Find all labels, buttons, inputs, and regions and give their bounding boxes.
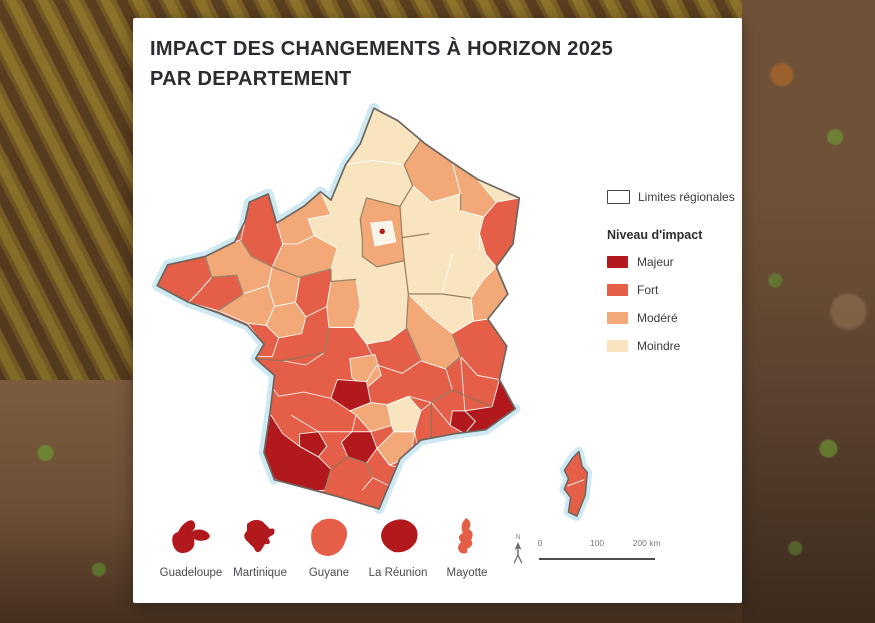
legend-label-modere: Modéré <box>637 311 678 325</box>
legend-item-fort: Fort <box>607 283 737 297</box>
map-zone-anjou <box>265 301 307 339</box>
territory-la-réunion: La Réunion <box>366 514 430 579</box>
legend-item-moindre: Moindre <box>607 339 737 353</box>
scale-bar-line <box>539 557 655 560</box>
territory-label: La Réunion <box>368 567 428 579</box>
territory-shape-icon <box>381 519 418 553</box>
territory-label: Guyane <box>308 567 350 579</box>
legend-label-fort: Fort <box>637 283 659 297</box>
legend-swatch-majeur <box>607 256 628 268</box>
territory-label: Martinique <box>233 567 287 579</box>
north-label: N <box>515 534 521 541</box>
scale-tick-100: 100 <box>589 538 605 548</box>
map-legend: Limites régionales Niveau d'impact Majeu… <box>607 190 737 367</box>
title-line-1: IMPACT DES CHANGEMENTS À HORIZON 2025 <box>150 38 614 60</box>
map-zone-paris <box>379 228 385 235</box>
territory-label: Mayotte <box>446 567 488 579</box>
north-arrow-icon <box>513 542 523 564</box>
scale-bar: 0 100 200 km <box>537 538 661 564</box>
impact-legend-title: Niveau d'impact <box>607 228 703 242</box>
impact-legend-rows: Majeur Fort Modéré Moindre <box>607 255 737 353</box>
legend-label-majeur: Majeur <box>637 255 674 269</box>
soil-background-right <box>742 0 875 623</box>
territory-mayotte: Mayotte <box>435 514 499 579</box>
territory-shape-icon <box>458 518 473 554</box>
territory-label: Guadeloupe <box>159 567 223 579</box>
territory-guadeloupe: Guadeloupe <box>159 514 223 579</box>
map-zone-lot-et-garonne <box>299 431 328 458</box>
france-map <box>151 102 603 534</box>
regional-limits-item: Limites régionales <box>607 190 737 204</box>
territory-shape-icon <box>311 518 348 556</box>
territory-shape-icon <box>172 520 210 554</box>
north-arrow: N <box>511 534 525 564</box>
legend-swatch-fort <box>607 284 628 296</box>
title-line-2: PAR DEPARTEMENT <box>150 68 352 90</box>
legend-swatch-modere <box>607 312 628 324</box>
page-title: IMPACT DES CHANGEMENTS À HORIZON 2025 PA… <box>150 34 725 94</box>
territory-martinique: Martinique <box>228 514 292 579</box>
map-zone-touraine <box>326 278 361 328</box>
infographic-card: IMPACT DES CHANGEMENTS À HORIZON 2025 PA… <box>133 18 742 603</box>
regional-limits-box-icon <box>607 190 630 204</box>
legend-item-modere: Modéré <box>607 311 737 325</box>
scale-group: N 0 100 200 km <box>511 534 661 564</box>
territory-guyane: Guyane <box>297 514 361 579</box>
map-zone-puy-de-dome <box>349 353 382 389</box>
legend-label-moindre: Moindre <box>637 339 681 353</box>
regional-limits-label: Limites régionales <box>638 190 735 204</box>
map-zone-correze <box>330 379 372 412</box>
map-zone-corse <box>563 450 589 517</box>
france-outline <box>156 107 521 510</box>
scale-tick-0: 0 <box>537 538 543 548</box>
legend-item-majeur: Majeur <box>607 255 737 269</box>
legend-swatch-moindre <box>607 340 628 352</box>
france-map-svg <box>152 103 593 521</box>
territory-shape-icon <box>244 519 275 553</box>
scale-tick-200km: 200 km <box>632 538 661 548</box>
overseas-territories: Guadeloupe Martinique Guyane La Réunion Mayo… <box>159 514 499 579</box>
